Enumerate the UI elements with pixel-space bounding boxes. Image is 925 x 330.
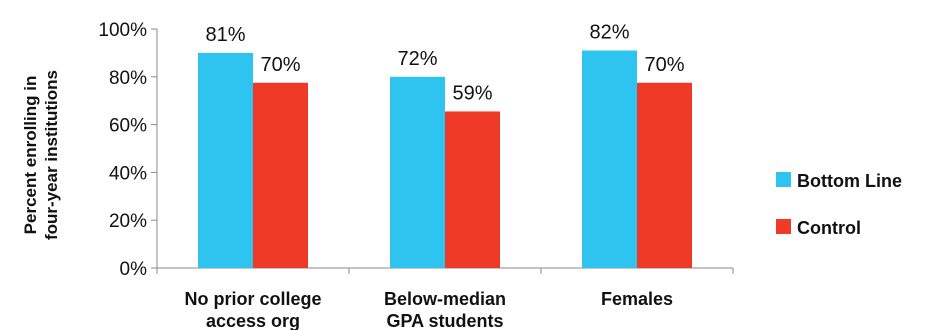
legend: Bottom Line Control — [776, 171, 902, 238]
category-labels: No prior college access org Below-median GP… — [184, 289, 673, 330]
x-category-label: No prior college — [184, 289, 321, 309]
x-category-label: Below-median — [384, 289, 506, 309]
data-label: 70% — [260, 54, 300, 76]
y-axis: 0% 20% 40% 60% 80% 100% — [98, 20, 158, 280]
bar — [198, 52, 253, 269]
x-category-label: access org — [206, 311, 300, 330]
x-axis — [156, 267, 734, 274]
legend-swatch — [776, 219, 791, 234]
x-category-label: Females — [601, 289, 673, 309]
legend-swatch — [776, 172, 791, 187]
y-tick-label: 40% — [109, 163, 147, 184]
bar — [253, 82, 308, 269]
y-tick-label: 60% — [109, 116, 147, 137]
data-label: 82% — [589, 22, 629, 44]
x-category-label: GPA students — [386, 311, 503, 330]
y-tick-label: 80% — [109, 68, 147, 89]
data-label: 70% — [644, 54, 684, 76]
y-axis-title-line-2: four-year institutions — [42, 70, 61, 240]
y-tick-label: 0% — [120, 259, 148, 280]
data-labels: 81% 70% 72% 59% 82% 70% — [205, 22, 684, 105]
data-label: 72% — [397, 48, 437, 70]
y-axis-title: Percent enrolling in four-year instituti… — [21, 70, 61, 240]
bars — [198, 50, 692, 269]
y-axis-title-line-1: Percent enrolling in — [21, 76, 40, 235]
bar — [445, 111, 500, 268]
legend-label: Control — [797, 218, 861, 238]
data-label: 59% — [452, 82, 492, 104]
legend-label: Bottom Line — [797, 171, 902, 191]
data-label: 81% — [205, 24, 245, 46]
bar — [582, 50, 637, 269]
bar — [637, 82, 692, 269]
bar — [390, 76, 445, 268]
y-tick-label: 20% — [109, 211, 147, 232]
y-tick-label: 100% — [98, 20, 147, 41]
